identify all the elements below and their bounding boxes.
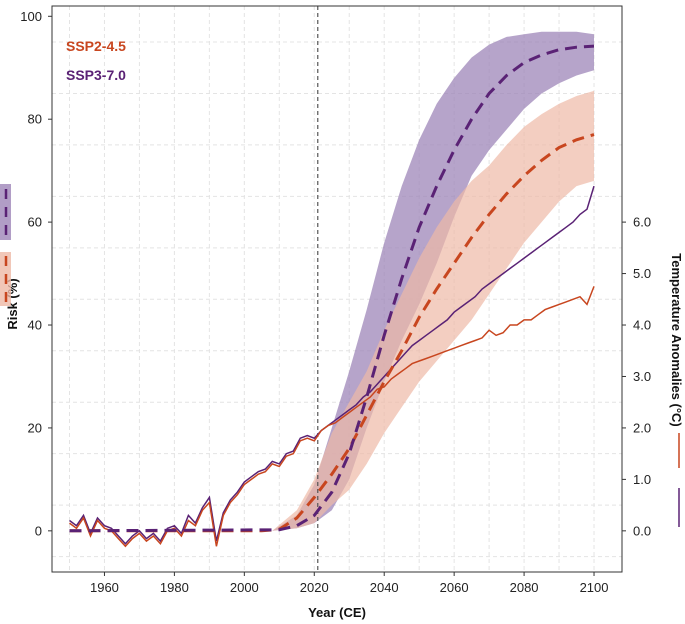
x-axis-title: Year (CE) [308, 605, 366, 620]
y2-tick-label: 3.0 [633, 369, 651, 384]
y2-axis-title: Temperature Anomalies (°C) [669, 253, 684, 427]
x-tick-label: 2020 [300, 580, 329, 595]
y-tick-label: 40 [28, 318, 42, 333]
x-tick-label: 1980 [160, 580, 189, 595]
ssp370-temperature-line [69, 185, 595, 545]
risk-mean-lines [69, 44, 595, 533]
x-tick-label: 2100 [580, 580, 609, 595]
y-tick-label: 20 [28, 420, 42, 435]
axes: 1960 1980 2000 2020 2040 2060 2080 210002040608… [20, 9, 651, 595]
y2-tick-label: 6.0 [633, 215, 651, 230]
x-tick-label: 1960 [90, 580, 119, 595]
x-tick-label: 2000 [230, 580, 259, 595]
y2-tick-label: 2.0 [633, 420, 651, 435]
ssp245-risk-mean-line [69, 133, 595, 533]
x-tick-label: 2040 [370, 580, 399, 595]
y-tick-label: 80 [28, 112, 42, 127]
y-tick-label: 0 [35, 523, 42, 538]
ssp245-risk-band [272, 90, 594, 531]
x-tick-label: 2060 [440, 580, 469, 595]
uncertainty-bands [272, 31, 594, 531]
ssp245-temperature-line [69, 286, 595, 548]
ssp370-risk-mean-line [69, 44, 595, 533]
y2-tick-label: 1.0 [633, 472, 651, 487]
y-tick-label: 100 [20, 9, 42, 24]
y-tick-label: 60 [28, 215, 42, 230]
legend-ssp370: SSP3-7.0 [66, 67, 126, 83]
side-keys [0, 184, 680, 527]
x-tick-label: 2080 [510, 580, 539, 595]
y2-tick-label: 4.0 [633, 318, 651, 333]
y2-tick-label: 5.0 [633, 266, 651, 281]
temperature-lines [69, 185, 595, 548]
plot-frame [51, 5, 623, 573]
y2-tick-label: 0.0 [633, 523, 651, 538]
legend-ssp245: SSP2-4.5 [66, 38, 126, 54]
